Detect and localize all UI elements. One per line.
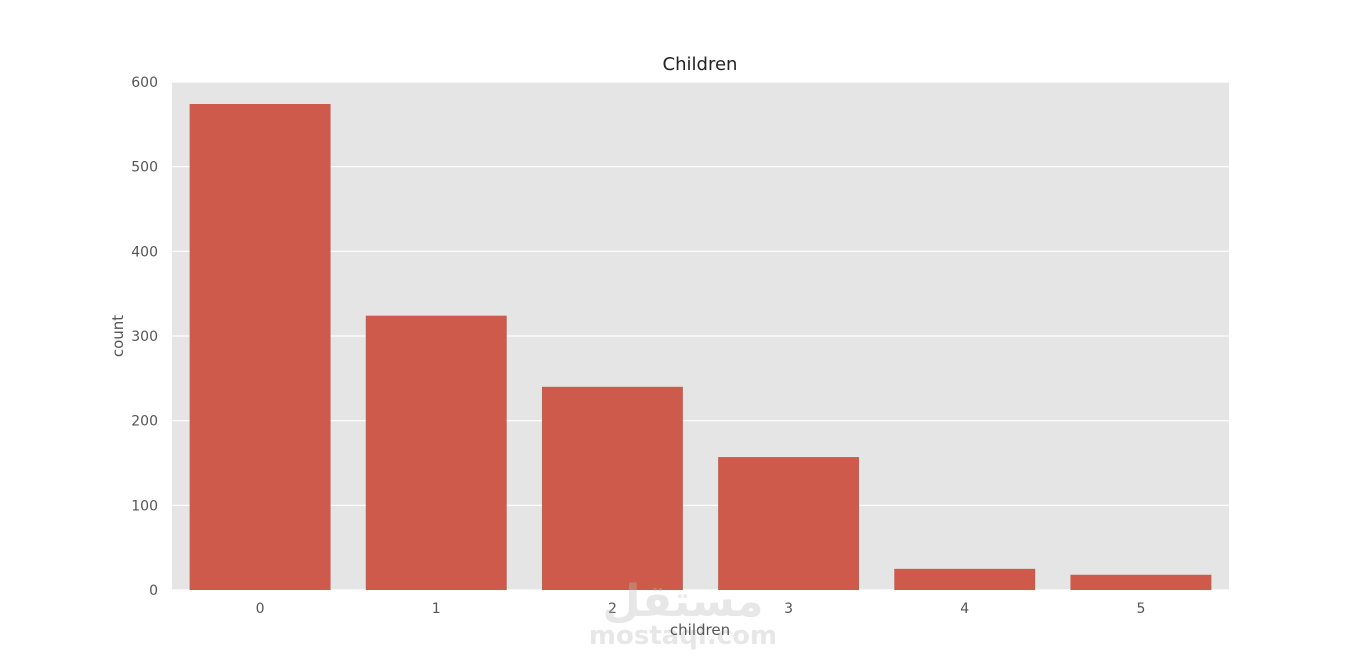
y-tick-label: 500 <box>131 160 158 176</box>
x-tick-labels: 0 1 2 3 4 5 <box>256 601 1146 617</box>
bar-3 <box>718 457 860 590</box>
y-tick-label: 200 <box>131 414 158 430</box>
y-tick-label: 300 <box>131 329 158 345</box>
watermark-latin: mostaql.com <box>589 621 777 651</box>
y-axis-label: count <box>109 315 127 357</box>
chart-title: Children <box>663 54 738 75</box>
x-tick-label: 5 <box>1136 601 1145 617</box>
y-tick-labels: 0 100 200 300 400 500 600 <box>131 75 158 599</box>
bar-0 <box>189 104 331 590</box>
grid-lines <box>172 81 1229 591</box>
watermark-arabic: مستقل <box>603 576 764 627</box>
x-tick-label: 2 <box>608 601 617 617</box>
bar-4 <box>894 568 1036 590</box>
x-axis-label: children <box>670 621 730 639</box>
y-tick-label: 0 <box>149 583 158 599</box>
x-tick-label: 1 <box>432 601 441 617</box>
y-tick-label: 600 <box>131 75 158 91</box>
bar-2 <box>541 386 683 590</box>
bars <box>189 104 1212 590</box>
y-tick-label: 100 <box>131 498 158 514</box>
x-tick-label: 0 <box>256 601 265 617</box>
x-tick-label: 4 <box>960 601 969 617</box>
x-tick-label: 3 <box>784 601 793 617</box>
bar-1 <box>365 315 507 590</box>
y-tick-label: 400 <box>131 244 158 260</box>
bar-5 <box>1070 574 1212 590</box>
watermark: مستقل mostaql.com <box>589 576 777 651</box>
